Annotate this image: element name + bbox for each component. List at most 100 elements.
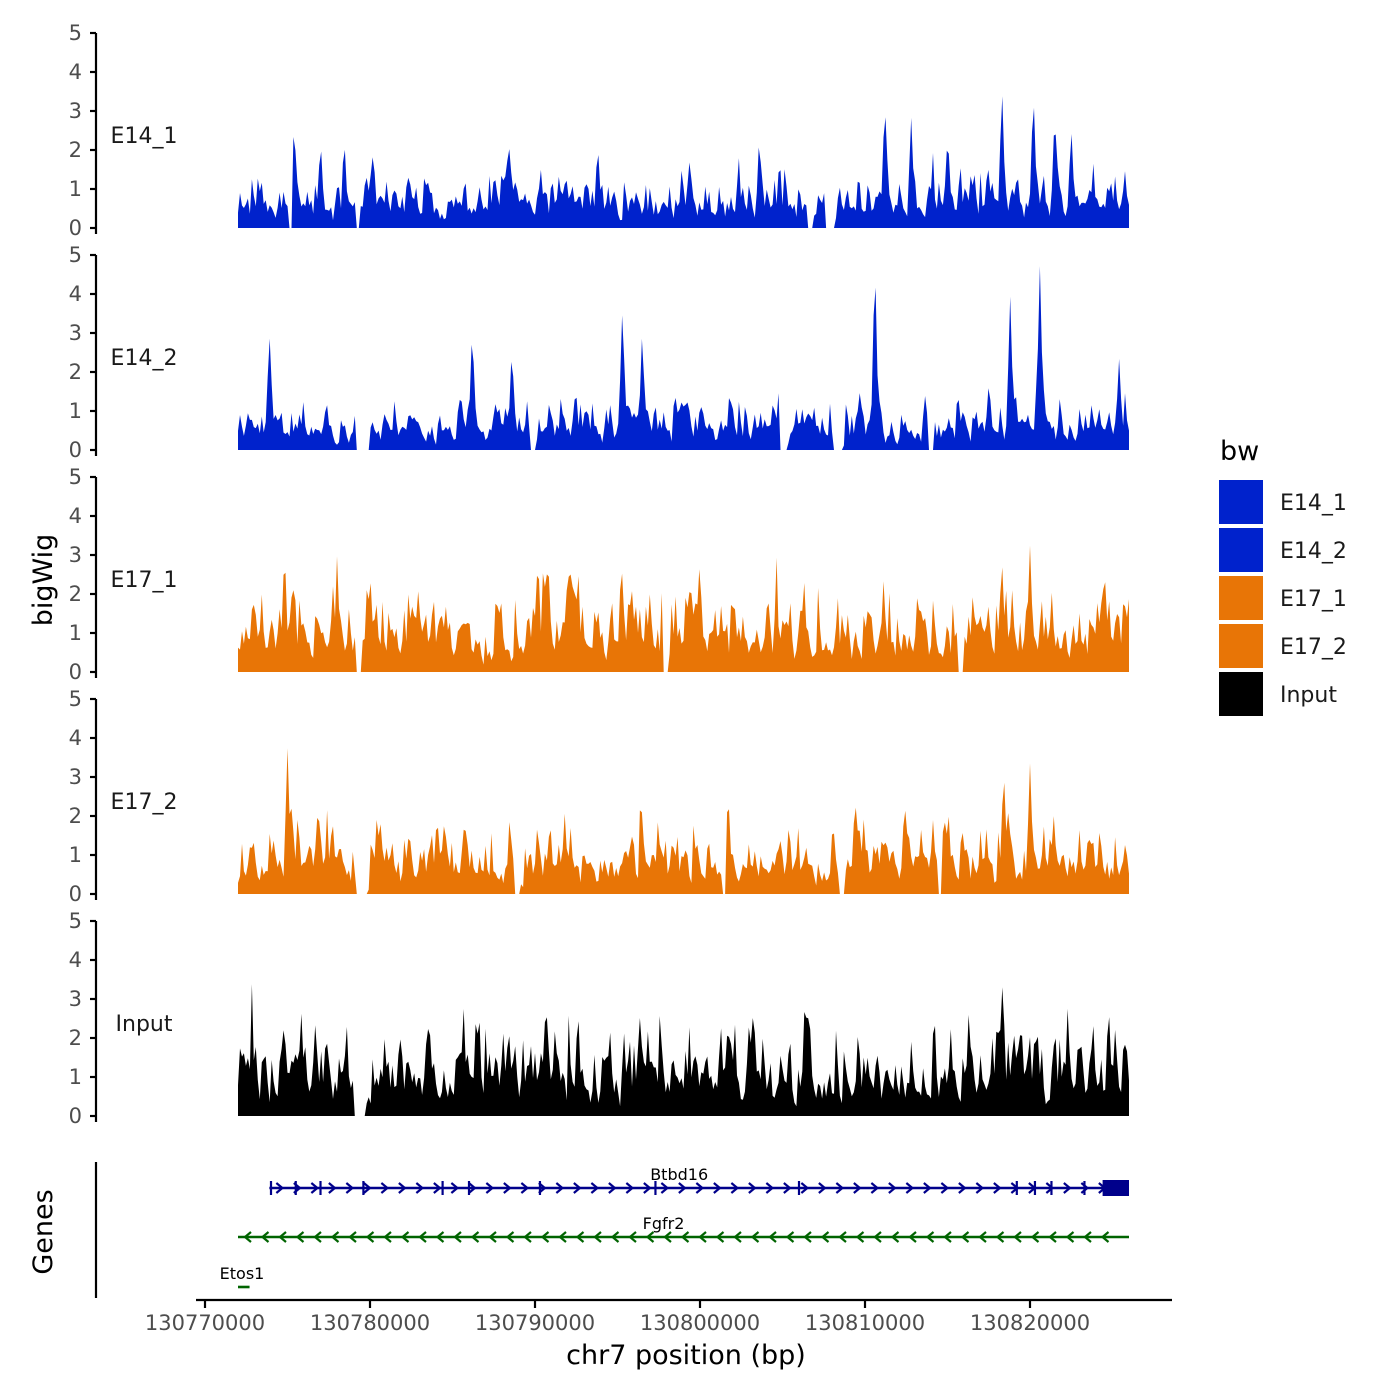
strand-arrow (698, 1231, 707, 1243)
x-tick-label: 130790000 (475, 1311, 595, 1335)
y-tick-label: 4 (69, 948, 82, 972)
strand-arrow (575, 1231, 585, 1243)
strand-arrow (975, 1182, 985, 1194)
strand-arrow (853, 1182, 862, 1194)
legend-label: E17_2 (1280, 635, 1347, 660)
genes-axis-title: Genes (28, 1189, 59, 1274)
strand-arrow (818, 1182, 827, 1194)
genes-panel: Btbd16 Fgfr2 Etos1 (94, 1162, 1129, 1298)
strand-arrow (888, 1182, 897, 1194)
gene-label: Btbd16 (650, 1165, 708, 1184)
legend-label: E14_1 (1280, 491, 1347, 516)
signal-tracks: 0 1 2 3 4 5 E14_1 0 1 2 3 4 5 E14_2 0 1 2 3 4 5 E17_1 0 1 2 3 4 5 E… (69, 21, 1129, 1128)
strand-arrow (1083, 1231, 1092, 1243)
y-tick-label: 1 (69, 1065, 82, 1089)
track-E17_2: 0 1 2 3 4 5 E17_2 (69, 687, 1129, 906)
y-tick-label: 1 (69, 177, 82, 201)
signal-area-E17_1 (238, 545, 1129, 672)
strand-arrow (785, 1231, 795, 1243)
y-tick-label: 3 (69, 543, 82, 567)
legend: bw E14_1 E14_2 E17_1 E17_2 Input (1219, 436, 1347, 716)
strand-arrow (450, 1182, 460, 1194)
strand-arrow (803, 1231, 812, 1243)
signal-area-Input (238, 984, 1129, 1116)
strand-arrow (435, 1231, 445, 1243)
strand-arrow (800, 1182, 810, 1194)
strand-arrow (890, 1231, 900, 1243)
strand-arrow (645, 1231, 655, 1243)
track-E17_1: 0 1 2 3 4 5 E17_1 (69, 465, 1129, 684)
strand-arrow (1013, 1231, 1022, 1243)
strand-arrow (348, 1231, 357, 1243)
strand-arrow (940, 1182, 950, 1194)
y-tick-label: 3 (69, 765, 82, 789)
track-E14_1: 0 1 2 3 4 5 E14_1 (69, 21, 1129, 240)
strand-arrow (590, 1182, 600, 1194)
gene-Fgfr2: Fgfr2 (238, 1214, 1129, 1243)
strand-arrow (295, 1231, 305, 1243)
strand-arrow (838, 1231, 847, 1243)
strand-arrow (943, 1231, 952, 1243)
strand-arrow (923, 1182, 932, 1194)
strand-arrow (960, 1231, 970, 1243)
strand-arrow (1100, 1231, 1110, 1243)
y-tick-label: 2 (69, 1026, 82, 1050)
x-tick-label: 130770000 (145, 1311, 265, 1335)
legend-item: E17_1 (1219, 576, 1347, 620)
y-tick-label: 5 (69, 687, 82, 711)
strand-arrow (418, 1231, 427, 1243)
strand-arrow (503, 1182, 512, 1194)
strand-arrow (748, 1182, 757, 1194)
strand-arrow (380, 1182, 390, 1194)
strand-arrow (523, 1231, 532, 1243)
y-tick-label: 3 (69, 987, 82, 1011)
strand-arrow (313, 1231, 322, 1243)
y-tick-label: 5 (69, 465, 82, 489)
strand-arrow (363, 1182, 372, 1194)
strand-arrow (593, 1231, 602, 1243)
strand-arrow (958, 1182, 967, 1194)
y-tick-label: 0 (69, 660, 82, 684)
y-tick-label: 3 (69, 99, 82, 123)
y-tick-label: 5 (69, 909, 82, 933)
y-tick-label: 5 (69, 21, 82, 45)
strand-arrow (328, 1182, 337, 1194)
y-axis-title: bigWig (28, 534, 59, 627)
strand-arrow (520, 1182, 530, 1194)
strand-arrow (330, 1231, 340, 1243)
strand-arrow (275, 1182, 285, 1194)
legend-label: E14_2 (1280, 539, 1347, 564)
x-axis-title: chr7 position (bp) (566, 1340, 806, 1371)
x-tick-label: 130810000 (805, 1311, 925, 1335)
strand-arrow (505, 1231, 515, 1243)
track-label: E17_2 (111, 790, 178, 815)
y-tick-label: 2 (69, 138, 82, 162)
strand-arrow (995, 1231, 1005, 1243)
track-E14_2: 0 1 2 3 4 5 E14_2 (69, 243, 1129, 462)
y-tick-label: 2 (69, 360, 82, 384)
track-label: E14_1 (111, 124, 178, 149)
y-tick-label: 2 (69, 804, 82, 828)
y-tick-label: 0 (69, 882, 82, 906)
strand-arrow (820, 1231, 830, 1243)
strand-arrow (870, 1182, 880, 1194)
strand-arrow (680, 1231, 690, 1243)
strand-arrow (643, 1182, 652, 1194)
x-tick-label: 130800000 (640, 1311, 760, 1335)
strand-arrow (415, 1182, 425, 1194)
strand-arrow (433, 1182, 442, 1194)
track-Input: 0 1 2 3 4 5 Input (69, 909, 1129, 1128)
strand-arrow (908, 1231, 917, 1243)
strand-arrow (485, 1182, 495, 1194)
signal-area-E14_1 (238, 96, 1129, 228)
legend-title: bw (1220, 436, 1259, 467)
legend-item: E14_2 (1219, 528, 1347, 572)
track-label: Input (116, 1012, 173, 1037)
strand-arrow (713, 1182, 722, 1194)
strand-arrow (905, 1182, 915, 1194)
strand-arrow (558, 1231, 567, 1243)
strand-arrow (470, 1231, 480, 1243)
strand-arrow (243, 1231, 252, 1243)
legend-item: E14_1 (1219, 480, 1347, 524)
strand-arrow (610, 1231, 620, 1243)
